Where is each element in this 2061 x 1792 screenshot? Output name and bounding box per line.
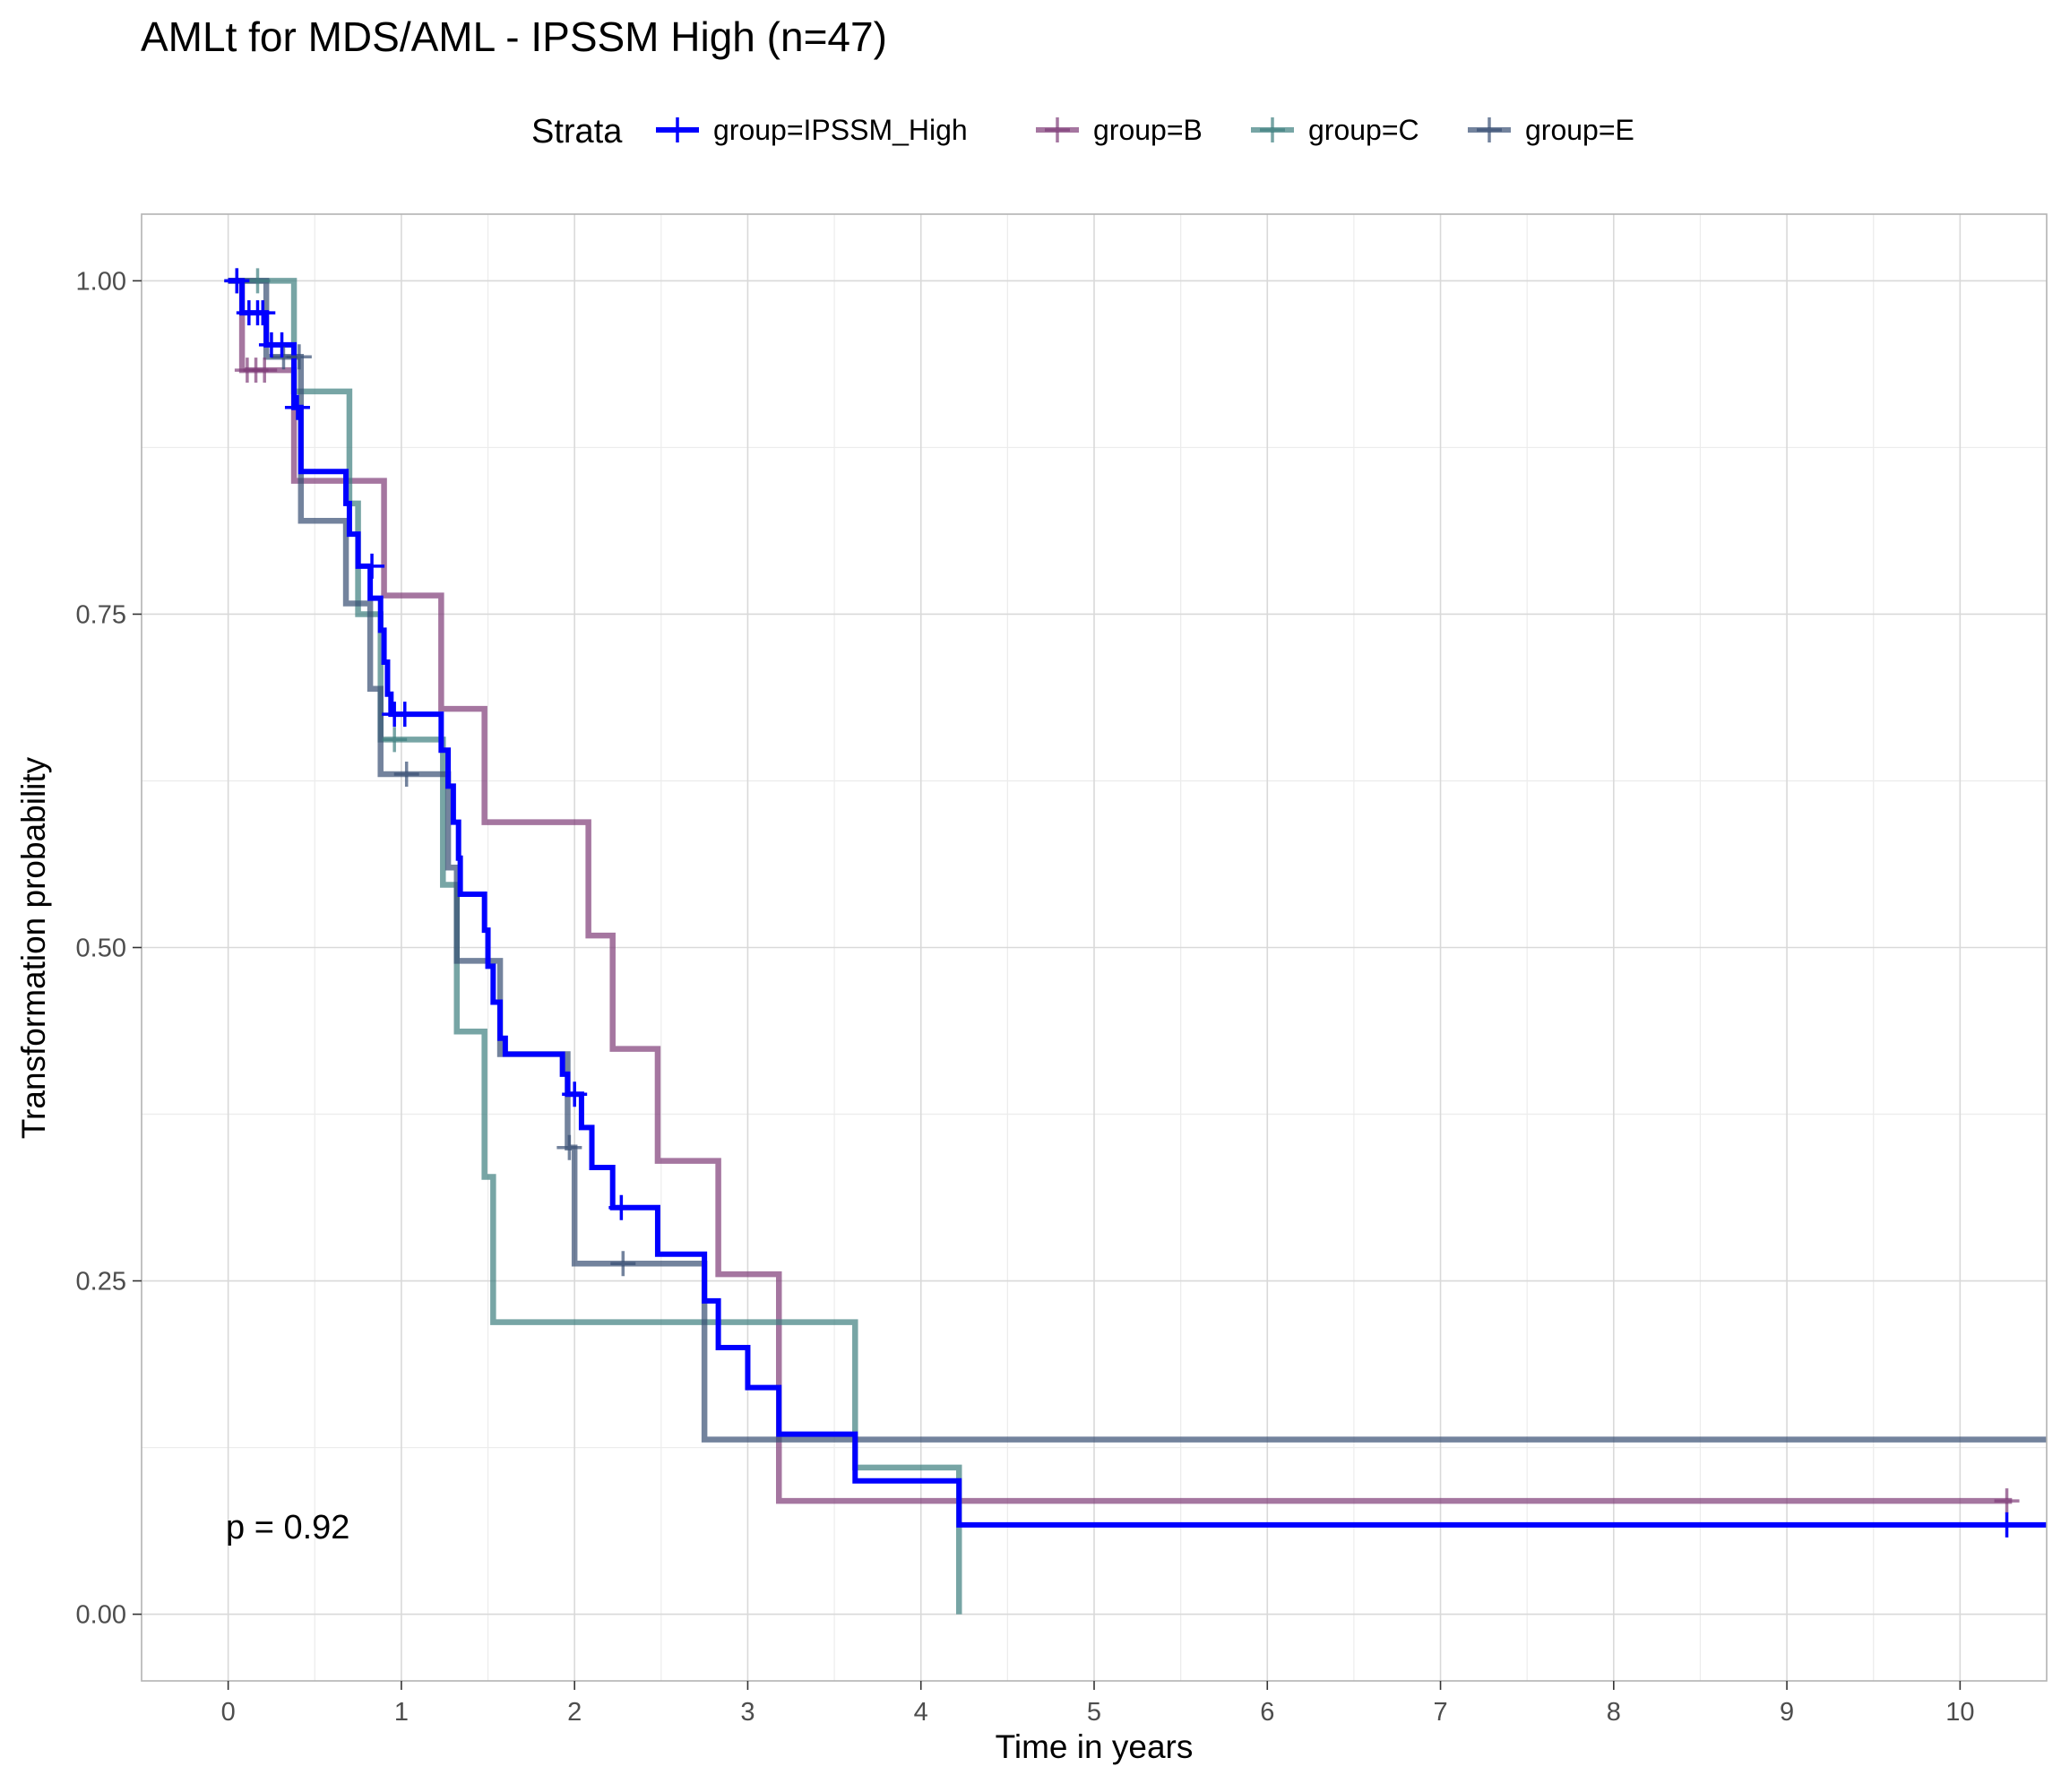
censor-mark — [393, 762, 419, 788]
censor-mark — [1994, 1512, 2020, 1538]
grid-major — [142, 214, 2047, 1681]
y-tick-label: 0.50 — [76, 935, 126, 963]
series-layer — [228, 278, 2047, 1615]
x-tick-label: 10 — [1945, 1698, 1974, 1727]
legend-title: Strata — [531, 113, 623, 151]
x-tick-label: 8 — [1607, 1698, 1621, 1727]
x-tick-label: 3 — [740, 1698, 755, 1727]
censor-mark — [382, 727, 408, 753]
legend-label: group=B — [1093, 114, 1203, 146]
legend-key — [1036, 117, 1079, 142]
y-axis-title: Transformation probability — [15, 756, 52, 1139]
censor-mark — [610, 1251, 636, 1277]
x-tick-label: 6 — [1260, 1698, 1274, 1727]
x-axis: 0 1 2 3 4 5 6 7 8 9 10 — [221, 1681, 1974, 1727]
censor-mark — [392, 702, 418, 728]
y-axis: 0.00 0.25 0.50 0.75 1.00 — [76, 267, 142, 1630]
censor-mark — [556, 1134, 582, 1160]
censor-mark — [286, 344, 312, 370]
x-axis-title: Time in years — [996, 1728, 1194, 1765]
series-line-c — [228, 278, 962, 1615]
y-tick-label: 0.00 — [76, 1601, 126, 1630]
censor-mark — [608, 1194, 634, 1220]
x-tick-label: 7 — [1433, 1698, 1447, 1727]
series-line-ipssm-high — [228, 278, 2047, 1528]
censor-mark — [359, 553, 385, 579]
censor-mark — [1994, 1488, 2020, 1514]
y-tick-label: 0.25 — [76, 1268, 126, 1297]
legend-key — [656, 117, 699, 142]
censor-mark — [269, 332, 295, 358]
legend-key — [1251, 117, 1294, 142]
censor-layer — [224, 268, 2020, 1538]
chart-title: AMLt for MDS/AML - IPSSM High (n=47) — [141, 13, 887, 60]
censor-mark — [224, 268, 250, 294]
series-line-b — [228, 278, 2013, 1504]
y-tick-label: 0.75 — [76, 600, 126, 629]
censor-mark — [252, 358, 278, 383]
censor-mark — [562, 1081, 588, 1107]
x-tick-label: 0 — [221, 1698, 236, 1727]
legend-key — [1468, 117, 1511, 142]
x-tick-label: 4 — [914, 1698, 928, 1727]
x-tick-label: 5 — [1087, 1698, 1101, 1727]
x-tick-label: 9 — [1780, 1698, 1794, 1727]
censor-mark — [284, 394, 310, 420]
plot-panel — [141, 213, 2048, 1682]
censor-mark — [250, 300, 276, 326]
series-line-e — [228, 278, 2047, 1443]
legend-label: group=E — [1525, 114, 1634, 146]
x-tick-label: 1 — [394, 1698, 409, 1727]
legend-items: group=IPSSM_High group=B group=C group=E — [656, 114, 1634, 146]
y-tick-label: 1.00 — [76, 267, 126, 296]
p-value-annotation: p = 0.92 — [226, 1509, 349, 1546]
legend-label: group=IPSSM_High — [713, 114, 968, 146]
legend-label: group=C — [1308, 114, 1419, 146]
legend: Strata group=IPSSM_High group=B group=C gro… — [531, 113, 1634, 151]
x-tick-label: 2 — [567, 1698, 582, 1727]
